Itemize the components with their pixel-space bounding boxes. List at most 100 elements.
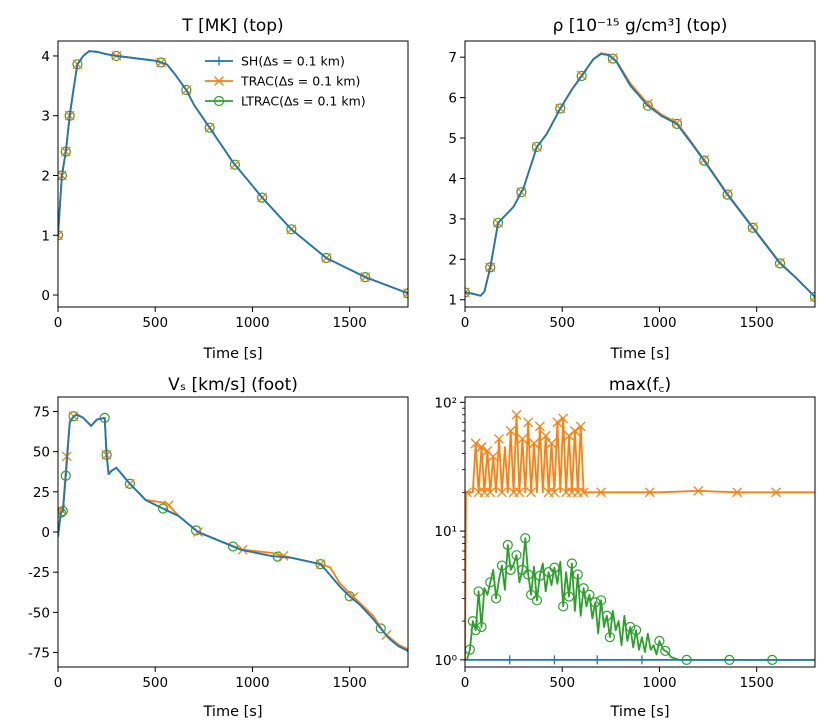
marker-ltrac-density	[576, 70, 587, 82]
panel-max-fc: max(f꜀) 0 500 1000 1500 10⁰ 10¹ 10² Time [s]	[434, 375, 816, 720]
marker-ltrac-max_fc	[601, 610, 613, 621]
marker-trac-max_fc	[496, 487, 507, 498]
legend-marker-ltrac	[213, 95, 225, 107]
panel-title-velocity: Vₛ [km/s] (foot)	[168, 375, 298, 395]
marker-trac-max_fc	[552, 417, 563, 428]
x-axis-label-max-fc: Time [s]	[610, 704, 670, 720]
marker-ltrac-density	[671, 118, 683, 129]
y-tick-label-velocity: -50	[28, 605, 50, 621]
marker-ltrac-velocity	[315, 559, 326, 570]
marker-trac-max_fc	[465, 487, 472, 498]
plot-velocity: 0 500 1000 1500 -75 -50 -25 0 25 50 75	[28, 404, 408, 691]
marker-trac-max_fc	[488, 451, 499, 462]
marker-trac-max_fc	[693, 485, 704, 496]
marker-trac-max_fc	[476, 442, 487, 452]
series-group-max_fc	[465, 409, 815, 665]
plot-temperature: 0 500 1000 1500 0 1 2 3 4	[41, 49, 408, 331]
marker-ltrac-max_fc	[563, 591, 575, 602]
x-axis-label-density: Time [s]	[610, 346, 670, 362]
series-line-trac-velocity	[58, 413, 408, 651]
marker-trac-max_fc	[514, 487, 525, 498]
y-tick-label-temperature: 0	[41, 288, 50, 304]
marker-ltrac-max_fc	[520, 533, 531, 544]
series-group-velocity	[58, 411, 408, 652]
marker-trac-max_fc	[596, 487, 607, 498]
x-tick-label-max_fc: 1000	[642, 675, 676, 691]
x-axis-label-velocity: Time [s]	[203, 704, 263, 720]
legend-label-trac: TRAC(Δs = 0.1 km)	[240, 74, 360, 89]
y-tick-label-density: 4	[448, 171, 457, 187]
x-tick-label-density: 1500	[739, 315, 773, 331]
series-line-sh-temperature	[58, 50, 408, 295]
x-tick-label-temperature: 1000	[235, 315, 269, 331]
marker-trac-max_fc	[732, 487, 743, 498]
marker-ltrac-max_fc	[485, 577, 496, 588]
marker-ltrac-max_fc	[531, 595, 543, 606]
marker-ltrac-max_fc	[496, 560, 508, 571]
marker-ltrac-max_fc	[584, 589, 595, 600]
marker-ltrac-max_fc	[566, 558, 578, 569]
marker-ltrac-temperature	[204, 122, 215, 133]
series-line-sh-density	[465, 53, 815, 298]
marker-trac-velocity	[163, 500, 174, 511]
x-tick-label-velocity: 1000	[235, 675, 269, 691]
marker-trac-velocity	[278, 550, 289, 561]
y-tick-label-velocity: 75	[33, 404, 50, 420]
legend-label-sh: SH(Δs = 0.1 km)	[241, 54, 345, 69]
marker-ltrac-density	[722, 189, 733, 200]
marker-trac-max_fc	[523, 417, 534, 428]
marker-ltrac-temperature	[360, 272, 371, 283]
marker-ltrac-max_fc	[572, 569, 583, 580]
x-tick-label-temperature: 1500	[332, 315, 366, 331]
marker-trac-max_fc	[511, 409, 522, 420]
plot-density: 0 500 1000 1500 1 2 3 4 5 6 7	[448, 50, 815, 331]
marker-ltrac-temperature	[155, 57, 167, 68]
marker-ltrac-max_fc	[558, 601, 569, 612]
legend-label-ltrac: LTRAC(Δs = 0.1 km)	[241, 94, 366, 109]
marker-trac-density	[642, 98, 653, 109]
marker-trac-temperature	[58, 230, 63, 241]
marker-ltrac-max_fc	[526, 589, 537, 600]
marker-ltrac-velocity	[375, 623, 386, 634]
marker-ltrac-temperature	[321, 252, 332, 264]
axes-frame-max-fc	[464, 396, 816, 668]
x-tick-label-density: 500	[549, 315, 575, 331]
y-tick-label-density: 7	[448, 50, 457, 66]
x-tick-label-velocity: 1500	[332, 675, 366, 691]
y-tick-label-density: 6	[448, 91, 457, 107]
marker-ltrac-max_fc	[502, 539, 513, 551]
marker-ltrac-density	[642, 100, 653, 111]
legend-marker-trac	[214, 76, 224, 86]
marker-ltrac-max_fc	[523, 569, 534, 580]
marker-ltrac-velocity	[227, 541, 239, 552]
plot-max-fc: 0 500 1000 1500 10⁰ 10¹ 10²	[434, 395, 815, 691]
marker-ltrac-velocity	[124, 478, 136, 489]
x-tick-label-density: 1000	[642, 315, 676, 331]
x-tick-label-temperature: 500	[142, 315, 168, 331]
marker-ltrac-velocity	[157, 503, 169, 514]
marker-trac-temperature	[403, 288, 408, 299]
y-tick-label-max_fc: 10¹	[434, 524, 457, 540]
axes-frame-velocity	[57, 396, 409, 668]
panel-title-density: ρ [10⁻¹⁵ g/cm³] (top)	[553, 16, 728, 36]
y-tick-label-density: 5	[448, 131, 457, 147]
marker-ltrac-density	[607, 53, 618, 64]
marker-ltrac-max_fc	[625, 621, 636, 633]
marker-trac-velocity	[348, 591, 359, 602]
marker-trac-max_fc	[575, 421, 586, 432]
marker-sh-max_fc	[549, 655, 559, 665]
y-tick-label-velocity: 0	[41, 525, 50, 541]
y-tick-label-temperature: 2	[41, 168, 50, 184]
marker-ltrac-max_fc	[470, 625, 481, 636]
marker-trac-max_fc	[546, 438, 557, 449]
marker-ltrac-max_fc	[511, 550, 522, 561]
marker-ltrac-velocity	[68, 411, 79, 422]
marker-trac-max_fc	[644, 487, 655, 498]
series-group-density	[465, 52, 815, 302]
y-tick-label-density: 3	[448, 212, 457, 228]
marker-ltrac-density	[516, 187, 527, 198]
marker-trac-max_fc	[558, 413, 569, 424]
y-tick-label-temperature: 4	[41, 49, 50, 65]
panel-title-max-fc: max(f꜀)	[609, 375, 671, 395]
